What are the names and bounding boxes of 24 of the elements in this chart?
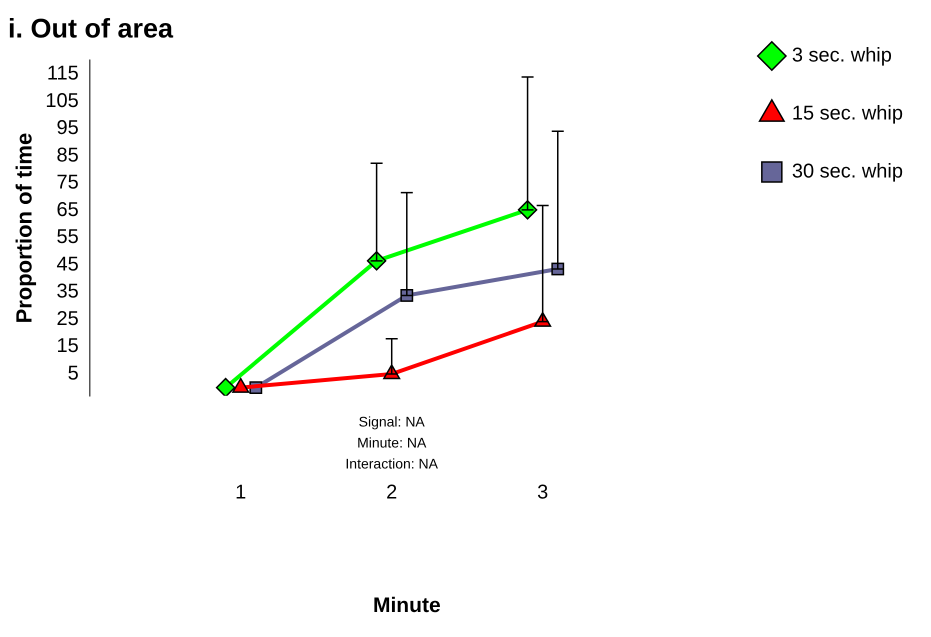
y-tick-label: 25 — [56, 308, 79, 330]
y-tick-label: 115 — [46, 62, 79, 85]
x-tick-label: 1 — [235, 481, 246, 504]
chart-title: i. Out of area — [8, 14, 174, 44]
y-tick-label: 35 — [56, 280, 79, 303]
y-tick-label: 75 — [56, 172, 79, 194]
y-tick-label: 95 — [56, 117, 79, 140]
y-axis-title: Proportion of time — [11, 132, 36, 324]
legend-label: 15 sec. whip — [792, 102, 903, 125]
x-tick-label: 2 — [386, 481, 398, 504]
y-tick-label: 5 — [68, 362, 79, 384]
y-tick-label: 15 — [56, 335, 79, 358]
text: Interaction: NA — [345, 456, 439, 472]
text: Minute: NA — [357, 434, 427, 451]
x-axis-title: Minute — [372, 594, 441, 618]
y-tick-label: 85 — [56, 144, 79, 166]
y-tick-label: 105 — [45, 90, 79, 112]
legend-label: 30 sec. whip — [792, 160, 903, 183]
legend-label: 3 sec. whip — [792, 44, 892, 67]
text: Signal: NA — [358, 414, 426, 430]
y-tick-label: 55 — [56, 226, 79, 248]
x-tick-label: 3 — [537, 481, 548, 504]
y-tick-label: 45 — [56, 253, 79, 276]
y-tick-label: 65 — [56, 198, 79, 221]
